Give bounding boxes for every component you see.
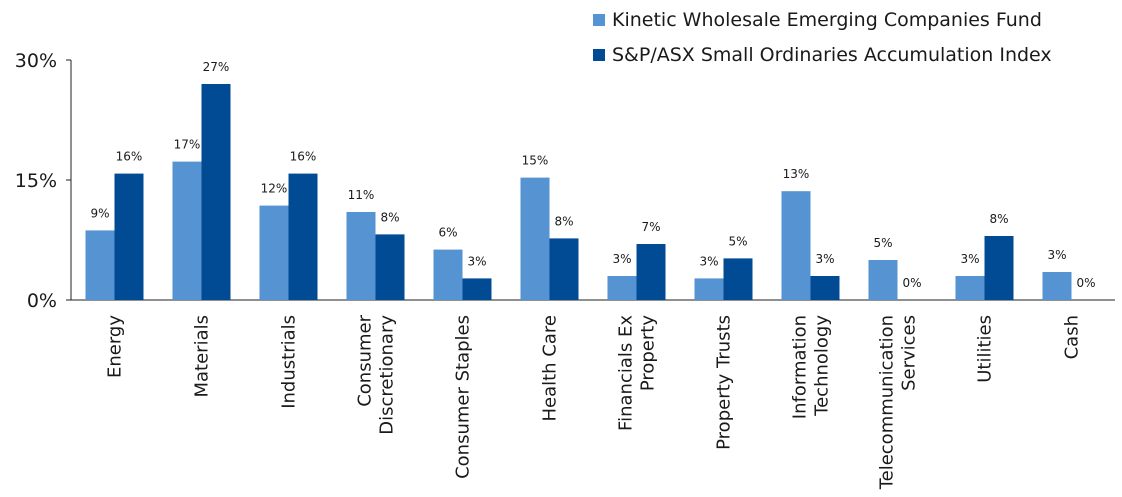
bar-series2-2 [288, 173, 318, 300]
legend-label-2: S&P/ASX Small Ordinaries Accumulation In… [612, 44, 1052, 66]
y-tick-label: 30% [15, 50, 57, 72]
data-label-series2-5: 8% [554, 214, 573, 228]
category-label-line: Industrials [279, 315, 300, 409]
bar-series2-8 [810, 276, 840, 300]
data-label-series2-4: 3% [467, 254, 486, 268]
category-labels: Energy Materials Industrials Consumer Discre… [105, 314, 1083, 490]
data-label-series1-4: 6% [438, 226, 457, 240]
y-tick-label: 15% [15, 170, 57, 192]
category-label-line: Information [790, 315, 811, 419]
legend: Kinetic Wholesale Emerging Companies Fun… [593, 9, 1052, 66]
category-label-line: Materials [192, 315, 213, 398]
data-labels: 9% 16% 17% 27% 12% 16% 11% 8% 6% 3% 15% 8% 3% 7% 3% 5% 1… [90, 60, 1095, 290]
category-label-4: Consumer Staples [453, 315, 474, 479]
category-label-1: Materials [192, 315, 213, 398]
category-label-line: Energy [105, 315, 126, 378]
bar-series2-5 [549, 238, 579, 300]
category-label-7: Property Trusts [714, 315, 735, 450]
category-label-8: Information Technology [790, 315, 833, 420]
bar-series2-7 [723, 258, 753, 300]
category-label-line: Telecommunication [877, 315, 898, 490]
data-label-series2-9: 0% [902, 276, 921, 290]
bars [85, 84, 1072, 300]
category-label-9: Telecommunication Services [877, 315, 920, 490]
data-label-series1-2: 12% [261, 182, 288, 196]
data-label-series2-8: 3% [815, 252, 834, 266]
category-label-line: Technology [812, 315, 833, 417]
data-label-series1-1: 17% [174, 138, 201, 152]
category-label-line: Cash [1062, 315, 1083, 359]
bar-series2-3 [375, 234, 405, 300]
data-label-series1-7: 3% [699, 254, 718, 268]
data-label-series2-2: 16% [290, 150, 317, 164]
bar-series2-4 [462, 278, 492, 300]
data-label-series1-11: 3% [1047, 248, 1066, 262]
legend-swatch-2 [593, 49, 605, 61]
bar-series1-3 [346, 212, 376, 300]
bar-series1-10 [955, 276, 985, 300]
bar-series2-6 [636, 244, 666, 300]
category-label-6: Financials Ex Property [616, 315, 659, 431]
data-label-series2-6: 7% [641, 220, 660, 234]
bar-series1-9 [868, 260, 898, 300]
category-label-line: Property Trusts [714, 315, 735, 450]
data-label-series2-0: 16% [116, 150, 143, 164]
bar-series1-8 [781, 191, 811, 300]
data-label-series1-9: 5% [873, 236, 892, 250]
data-label-series1-10: 3% [960, 252, 979, 266]
data-label-series1-3: 11% [348, 188, 375, 202]
data-label-series1-0: 9% [90, 206, 109, 220]
category-label-3: Consumer Discretionary [355, 314, 398, 434]
category-label-line: Utilities [975, 315, 996, 383]
legend-swatch-1 [593, 14, 605, 26]
data-label-series2-3: 8% [380, 210, 399, 224]
bar-series1-5 [520, 177, 550, 300]
data-label-series1-6: 3% [612, 252, 631, 266]
legend-label-1: Kinetic Wholesale Emerging Companies Fun… [612, 9, 1042, 31]
category-label-line: Financials Ex [616, 315, 637, 431]
bar-series1-11 [1042, 272, 1072, 300]
bar-series1-4 [433, 249, 463, 300]
data-label-series2-1: 27% [203, 60, 230, 74]
data-label-series1-8: 13% [783, 167, 810, 181]
category-label-line: Services [899, 315, 920, 391]
bar-series1-6 [607, 276, 637, 300]
category-label-line: Property [638, 315, 659, 392]
axes: 0% 15% 30% [15, 50, 1115, 312]
bar-series2-0 [114, 173, 144, 300]
data-label-series1-5: 15% [522, 154, 549, 168]
category-label-line: Health Care [540, 315, 561, 422]
data-label-series2-7: 5% [728, 234, 747, 248]
category-label-line: Consumer [355, 314, 376, 406]
category-label-0: Energy [105, 315, 126, 378]
category-label-line: Discretionary [377, 315, 398, 435]
category-label-line: Consumer Staples [453, 315, 474, 479]
bar-series1-2 [259, 205, 289, 300]
bar-series2-10 [984, 236, 1014, 300]
data-label-series2-11: 0% [1076, 276, 1095, 290]
category-label-2: Industrials [279, 315, 300, 409]
category-label-10: Utilities [975, 315, 996, 383]
y-tick-label: 0% [27, 290, 57, 312]
bar-series1-0 [85, 230, 115, 300]
bar-series1-1 [172, 161, 202, 300]
category-label-5: Health Care [540, 315, 561, 422]
bar-series1-7 [694, 278, 724, 300]
bar-series2-1 [201, 84, 231, 300]
data-label-series2-10: 8% [989, 212, 1008, 226]
category-label-11: Cash [1062, 315, 1083, 359]
